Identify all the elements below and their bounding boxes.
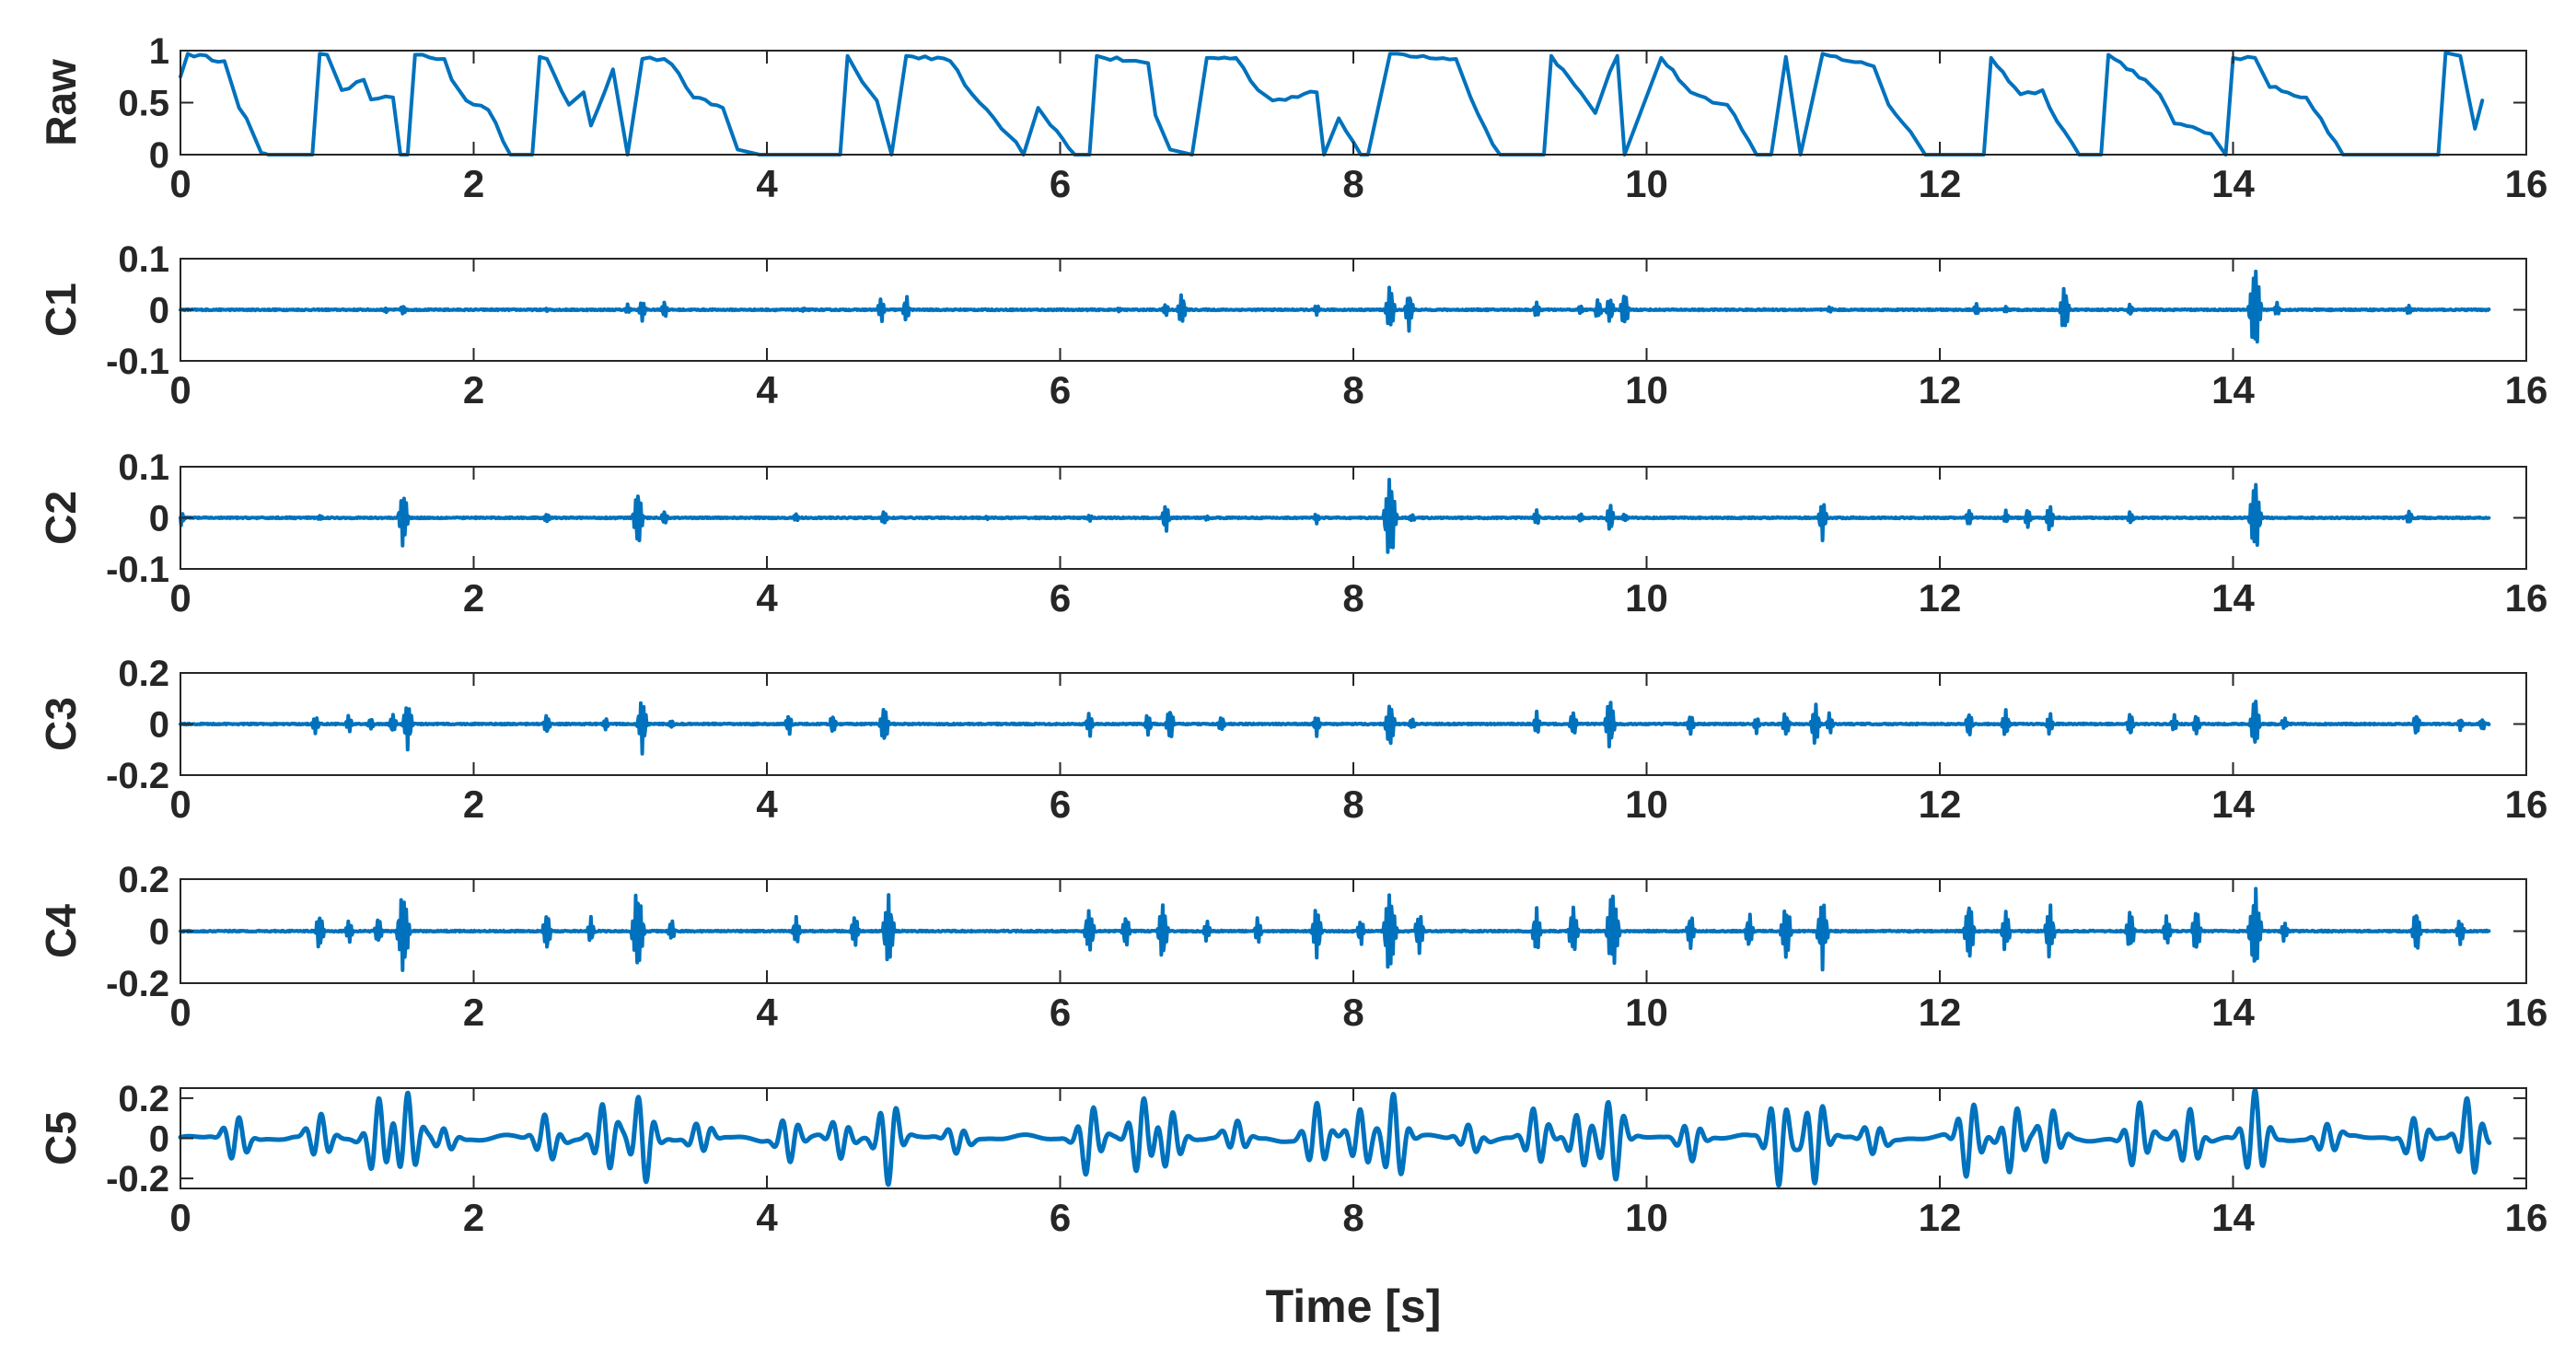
series-line-c2: [179, 478, 2491, 554]
x-tick-label: 12: [1919, 162, 1962, 205]
x-tick-label: 0: [169, 1196, 191, 1239]
x-tick-label: 12: [1919, 1196, 1962, 1239]
x-tick-label: 0: [169, 162, 191, 205]
x-tick-label: 12: [1919, 782, 1962, 826]
y-tick-label: 0: [149, 291, 169, 331]
x-tick-label: 2: [463, 576, 484, 620]
x-tick-label: 16: [2505, 162, 2548, 205]
x-tick-label: 10: [1625, 162, 1668, 205]
y-tick-label: -0.2: [106, 964, 169, 1004]
x-tick-label: 6: [1050, 782, 1071, 826]
x-tick-label: 0: [169, 576, 191, 620]
series-line-c1: [179, 269, 2491, 344]
x-tick-label: 8: [1342, 1196, 1363, 1239]
y-tick-label: -0.1: [106, 550, 169, 590]
x-tick-label: 12: [1919, 368, 1962, 411]
x-tick-label: 6: [1050, 1196, 1071, 1239]
x-tick-label: 16: [2505, 782, 2548, 826]
panel-c3: 0 2 4 6 8 10 12 14 16-0.200.2C3: [37, 654, 2547, 826]
x-tick-label: 2: [463, 782, 484, 826]
y-axis-label: C4: [37, 904, 85, 958]
y-tick-label: 0: [149, 705, 169, 746]
x-tick-label: 16: [2505, 1196, 2548, 1239]
y-axis-label: C2: [37, 491, 85, 545]
panel-c4: 0 2 4 6 8 10 12 14 16-0.200.2C4: [37, 860, 2547, 1034]
y-tick-label: 0.1: [118, 239, 169, 280]
x-tick-label: 6: [1050, 162, 1071, 205]
x-tick-label: 8: [1342, 368, 1363, 411]
x-tick-label: 2: [463, 1196, 484, 1239]
y-tick-label: 0: [149, 912, 169, 953]
series-line-c5: [178, 1087, 2492, 1188]
x-tick-label: 8: [1342, 991, 1363, 1034]
panel-c2: 0 2 4 6 8 10 12 14 16-0.100.1C2: [37, 447, 2547, 620]
x-tick-label: 14: [2211, 576, 2255, 620]
x-tick-label: 6: [1050, 991, 1071, 1034]
y-axis-label: C5: [37, 1111, 85, 1165]
x-tick-label: 6: [1050, 368, 1071, 411]
x-tick-label: 2: [463, 991, 484, 1034]
x-tick-label: 8: [1342, 576, 1363, 620]
x-tick-label: 16: [2505, 576, 2548, 620]
y-tick-label: 0: [149, 1119, 169, 1160]
y-tick-label: 0.2: [118, 860, 169, 900]
x-tick-label: 2: [463, 162, 484, 205]
y-tick-label: -0.2: [106, 756, 169, 796]
x-tick-label: 4: [756, 1196, 778, 1239]
y-tick-label: -0.2: [106, 1159, 169, 1200]
series-line-raw: [179, 51, 2485, 156]
x-tick-label: 14: [2211, 991, 2255, 1034]
x-tick-label: 0: [169, 782, 191, 826]
x-tick-label: 0: [169, 991, 191, 1034]
x-tick-label: 6: [1050, 576, 1071, 620]
y-tick-label: 0.2: [118, 1079, 169, 1119]
y-tick-label: 0.2: [118, 654, 169, 694]
x-tick-label: 14: [2211, 162, 2255, 205]
panel-c1: 0 2 4 6 8 10 12 14 16-0.100.1C1: [37, 239, 2547, 411]
series-line-c3: [179, 700, 2491, 756]
x-tick-label: 10: [1625, 991, 1668, 1034]
x-tick-label: 10: [1625, 782, 1668, 826]
x-axis-label: Time [s]: [1266, 1281, 1442, 1332]
x-tick-label: 10: [1625, 576, 1668, 620]
y-tick-label: 0.5: [118, 84, 169, 124]
x-tick-label: 8: [1342, 162, 1363, 205]
x-tick-label: 2: [463, 368, 484, 411]
y-tick-label: 0.1: [118, 447, 169, 488]
x-tick-label: 0: [169, 368, 191, 411]
y-axis-label: Raw: [37, 59, 85, 146]
x-tick-label: 4: [756, 991, 778, 1034]
y-axis-label: C1: [37, 283, 85, 337]
x-tick-label: 16: [2505, 991, 2548, 1034]
x-tick-label: 10: [1625, 368, 1668, 411]
x-tick-label: 14: [2211, 782, 2255, 826]
x-tick-label: 14: [2211, 368, 2255, 411]
x-tick-label: 10: [1625, 1196, 1668, 1239]
x-tick-label: 16: [2505, 368, 2548, 411]
x-tick-label: 4: [756, 162, 778, 205]
y-tick-label: 1: [149, 31, 169, 72]
x-tick-label: 4: [756, 782, 778, 826]
series-line-c4: [179, 887, 2491, 972]
y-tick-label: 0: [149, 135, 169, 176]
y-tick-label: 0: [149, 499, 169, 539]
x-tick-label: 4: [756, 368, 778, 411]
y-axis-label: C3: [37, 697, 85, 751]
x-tick-label: 4: [756, 576, 778, 620]
x-tick-label: 14: [2211, 1196, 2255, 1239]
x-tick-label: 12: [1919, 991, 1962, 1034]
x-tick-label: 8: [1342, 782, 1363, 826]
y-tick-label: -0.1: [106, 342, 169, 382]
x-tick-label: 12: [1919, 576, 1962, 620]
